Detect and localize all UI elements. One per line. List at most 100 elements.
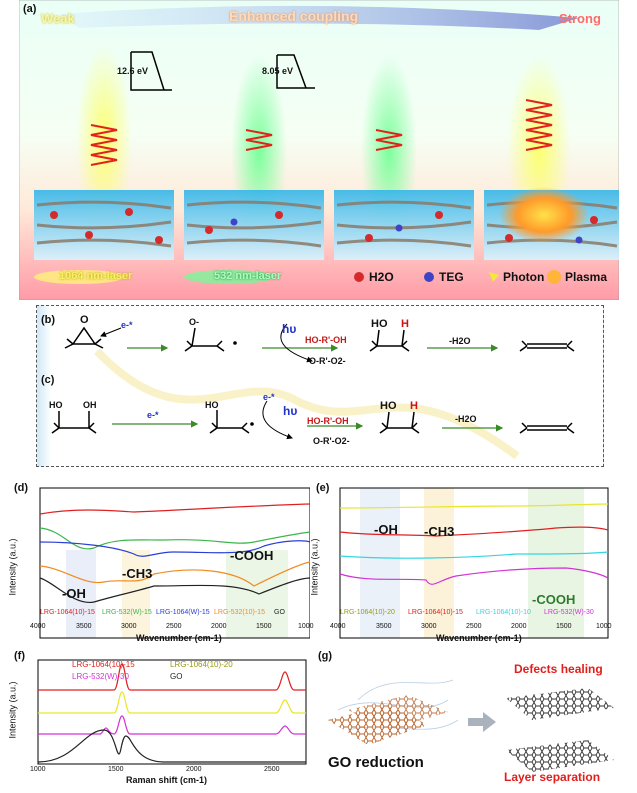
energy-inset-1 bbox=[130, 51, 172, 91]
f-xtick-1000: 1000 bbox=[30, 766, 46, 773]
b-h: H bbox=[401, 318, 409, 330]
d-legend-1: LRG-1064(10)-15 bbox=[40, 609, 95, 616]
panel-label-g: (g) bbox=[318, 650, 333, 662]
laser-532-label: 532 nm-laser bbox=[214, 270, 282, 282]
c-ho-r-oh: HO-R'-OH bbox=[307, 416, 349, 426]
d-ylabel: Intensity (a.u.) bbox=[7, 538, 18, 596]
panel-d-xaxis: 4000 3500 3000 2500 2000 1500 1000 Waven… bbox=[30, 623, 314, 647]
b-ho-r-oh: HO-R'-OH bbox=[305, 335, 347, 345]
b-epoxide-o: O bbox=[80, 314, 89, 326]
panel-label-c: (c) bbox=[41, 374, 55, 386]
panel-f: (f) Intensity (a.u.) LRG-1064(10)-15 LRG… bbox=[8, 650, 314, 788]
d-legend-2: LRG-532(W)-15 bbox=[102, 609, 152, 616]
b-o-r-o: O-R'-O2- bbox=[309, 356, 346, 366]
e-xtick-2000: 2000 bbox=[511, 623, 527, 630]
panel-label-e: (e) bbox=[316, 482, 330, 494]
e-band-ch3: -CH3 bbox=[424, 524, 455, 539]
ftir-chart-e bbox=[339, 487, 609, 639]
e-xlabel: Wavenumber (cm-1) bbox=[436, 633, 522, 643]
f-xtick-2500: 2500 bbox=[264, 766, 280, 773]
panel-label-f: (f) bbox=[14, 650, 25, 662]
e-xtick-1000: 1000 bbox=[596, 623, 612, 630]
c-hv: hυ bbox=[283, 404, 298, 418]
panel-e: (e) Intensity (a.u.) -OH -CH3 -COOH bbox=[310, 482, 616, 644]
panel-g-illustration bbox=[328, 679, 614, 772]
d-xtick-1000: 1000 bbox=[298, 623, 314, 630]
d-legend-4: LRG-532(10)-15 bbox=[214, 609, 265, 616]
panel-d-legend: LRG-1064(10)-15 LRG-532(W)-15 LRG-1064(W… bbox=[40, 609, 312, 623]
panel-e-xaxis: 4000 3500 3000 2500 2000 1500 1000 Waven… bbox=[330, 623, 612, 647]
c-minus-h2o: -H2O bbox=[455, 414, 477, 424]
raman-chart-f bbox=[37, 659, 307, 765]
reaction-schemes bbox=[51, 323, 575, 460]
laser-1064-label: 1064 nm-laser bbox=[59, 270, 133, 282]
defects-healing-label: Defects healing bbox=[514, 662, 603, 676]
d-band-cooh: -COOH bbox=[230, 548, 274, 563]
panel-label-a: (a) bbox=[23, 3, 37, 15]
c-h: H bbox=[410, 400, 418, 412]
d-legend-5: GO bbox=[274, 609, 285, 616]
f-xtick-2000: 2000 bbox=[186, 766, 202, 773]
e-band-oh: -OH bbox=[374, 522, 398, 537]
c-o-r-o: O-R'-O2- bbox=[313, 436, 350, 446]
c-electron-2: e-* bbox=[263, 392, 275, 402]
panel-g: (g) GO reduction Defects healing Layer s… bbox=[318, 650, 618, 788]
f-ylabel: Intensity (a.u.) bbox=[7, 681, 18, 739]
panel-a: (a) Weak Enhanced coupling Strong 12.6 e… bbox=[18, 0, 620, 301]
c-ho-left: HO bbox=[49, 400, 63, 410]
b-minus-h2o: -H2O bbox=[449, 336, 471, 346]
e-xtick-2500: 2500 bbox=[466, 623, 482, 630]
e-legend-3: LRG-1064(10)-10 bbox=[476, 609, 531, 616]
energy-inset-2 bbox=[276, 54, 315, 89]
d-xtick-2500: 2500 bbox=[166, 623, 182, 630]
e-xtick-3500: 3500 bbox=[376, 623, 392, 630]
d-band-ch3: -CH3 bbox=[122, 566, 153, 581]
d-legend-3: LRG-1064(W)-15 bbox=[156, 609, 210, 616]
legend-plasma: Plasma bbox=[565, 270, 608, 284]
e-legend-4: LRG-532(W)-30 bbox=[544, 609, 594, 616]
legend-photon: Photon bbox=[503, 270, 545, 284]
f-xtick-1500: 1500 bbox=[108, 766, 124, 773]
layer-separation-label: Layer separation bbox=[504, 770, 601, 784]
legend-h2o: H2O bbox=[369, 270, 394, 284]
d-xtick-3000: 3000 bbox=[121, 623, 137, 630]
e-ylabel: Intensity (a.u.) bbox=[309, 538, 320, 596]
go-reduction-label: GO reduction bbox=[328, 754, 424, 771]
b-hv: hυ bbox=[282, 322, 297, 336]
weak-label: Weak bbox=[41, 11, 75, 26]
d-xtick-4000: 4000 bbox=[30, 623, 46, 630]
f-legend-4: GO bbox=[170, 672, 183, 681]
f-legend-2: LRG-1064(10)-20 bbox=[170, 660, 233, 669]
c-ho: HO bbox=[380, 400, 397, 412]
e-band-cooh: -COOH bbox=[532, 592, 576, 607]
e-xtick-1500: 1500 bbox=[556, 623, 572, 630]
b-ho: HO bbox=[371, 318, 388, 330]
f-xlabel: Raman shift (cm-1) bbox=[126, 775, 208, 785]
d-xlabel: Wavenumber (cm-1) bbox=[136, 633, 222, 643]
d-band-oh: -OH bbox=[62, 586, 86, 601]
c-ho-mid: HO bbox=[205, 400, 219, 410]
b-electron-1: e-* bbox=[121, 320, 133, 330]
panel-e-legend: LRG-1064(10)-20 LRG-1064(10)-15 LRG-1064… bbox=[340, 609, 610, 623]
e-xtick-4000: 4000 bbox=[330, 623, 346, 630]
c-oh-left: OH bbox=[83, 400, 97, 410]
f-legend-1: LRG-1064(10)-15 bbox=[72, 660, 135, 669]
e-xtick-3000: 3000 bbox=[421, 623, 437, 630]
e-legend-2: LRG-1064(10)-15 bbox=[408, 609, 463, 616]
legend-teg: TEG bbox=[439, 270, 464, 284]
energy-8-05-label: 8.05 eV bbox=[262, 66, 294, 76]
e-legend-1: LRG-1064(10)-20 bbox=[340, 609, 395, 616]
d-xtick-3500: 3500 bbox=[76, 623, 92, 630]
panel-label-b: (b) bbox=[41, 314, 56, 326]
panel-bc: (b) O e-* O- hυ HO-R'-OH O-R'-O2- HO H -… bbox=[36, 305, 604, 467]
b-o-minus: O- bbox=[189, 317, 199, 327]
strong-label: Strong bbox=[559, 11, 601, 26]
panel-label-d: (d) bbox=[14, 482, 29, 494]
panel-a-illustration bbox=[18, 0, 620, 301]
c-electron-1: e-* bbox=[147, 410, 159, 420]
f-legend-3: LRG-532(W)-30 bbox=[72, 672, 129, 681]
energy-12-6-label: 12.6 eV bbox=[117, 66, 149, 76]
d-xtick-2000: 2000 bbox=[211, 623, 227, 630]
d-xtick-1500: 1500 bbox=[256, 623, 272, 630]
enhanced-coupling-title: Enhanced coupling bbox=[229, 8, 359, 24]
